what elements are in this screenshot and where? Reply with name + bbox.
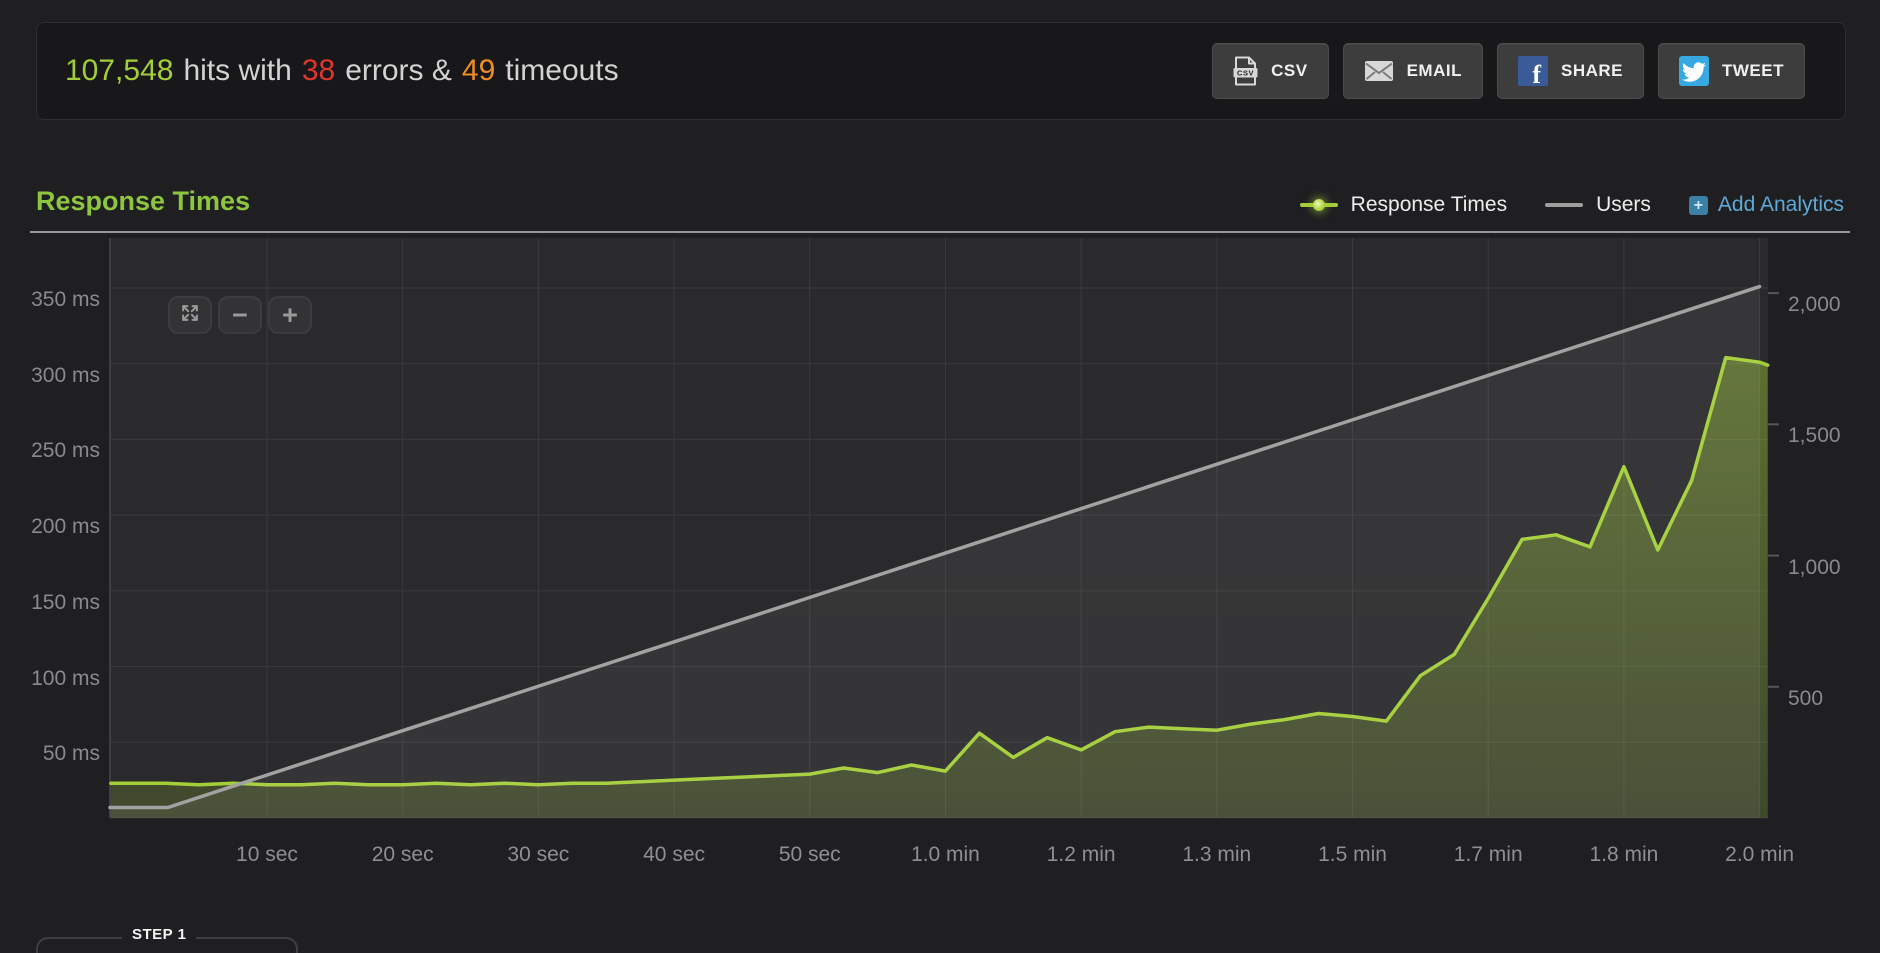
y-axis-left-tick-label: 50 ms — [42, 742, 100, 766]
plus-icon: + — [282, 299, 298, 330]
legend-users-label: Users — [1596, 193, 1651, 216]
x-axis-tick-label: 50 sec — [778, 843, 841, 866]
x-axis-tick-label: 20 sec — [371, 843, 434, 866]
page-title: Response Times — [36, 186, 251, 216]
y-axis-right-tick-label: 1,000 — [1788, 555, 1841, 579]
y-axis-left-tick-label: 150 ms — [31, 590, 100, 614]
y-axis-right-tick-label: 500 — [1788, 686, 1824, 710]
svg-text:f: f — [1532, 60, 1541, 86]
add-analytics-link[interactable]: + Add Analytics — [1688, 193, 1844, 217]
y-axis-right-tick-label: 1,500 — [1788, 424, 1841, 448]
y-axis-left-tick-label: 300 ms — [31, 363, 100, 387]
expand-button[interactable] — [168, 296, 212, 334]
x-axis-tick-label: 1.0 min — [911, 843, 980, 866]
x-axis-tick-label: 10 sec — [236, 843, 298, 866]
zoom-out-button[interactable]: − — [218, 296, 262, 334]
legend-item-response-times[interactable]: Response Times — [1299, 193, 1508, 217]
legend-item-users[interactable]: Users — [1545, 193, 1651, 217]
tweet-button-label: TWEET — [1722, 61, 1784, 80]
stats-panel: 107,548 hits with 38 errors & 49 timeouts CSV… — [36, 22, 1846, 120]
step-1-label: STEP 1 — [122, 926, 197, 943]
response-times-chart[interactable]: − + 50 ms 100 ms 150 ms 200 ms 250 ms 300 ms 3… — [0, 236, 1880, 896]
chart-legend: Response Times Users + Add Analytics — [1299, 188, 1844, 222]
chart-zoom-controls: − + — [168, 296, 312, 334]
x-axis-tick-label: 1.3 min — [1182, 843, 1252, 866]
svg-text:CSV: CSV — [1237, 69, 1254, 78]
share-button-label: SHARE — [1560, 61, 1623, 80]
y-axis-left-tick-label: 100 ms — [31, 666, 100, 690]
hits-label: hits with — [183, 54, 292, 87]
x-axis-tick-label: 2.0 min — [1725, 843, 1795, 866]
users-area — [110, 286, 1760, 819]
y-axis-left-tick-label: 250 ms — [31, 439, 100, 463]
export-toolbar: CSV CSV EMAIL f SHARE — [1212, 43, 1805, 99]
y-axis-left-tick-label: 200 ms — [31, 515, 100, 539]
chart-plot[interactable] — [0, 236, 1880, 896]
csv-file-icon: CSV — [1233, 56, 1258, 86]
zoom-in-button[interactable]: + — [268, 296, 312, 334]
x-axis-tick-label: 1.5 min — [1318, 843, 1387, 866]
stats-summary: 107,548 hits with 38 errors & 49 timeouts — [65, 54, 629, 88]
email-button[interactable]: EMAIL — [1342, 43, 1483, 99]
share-button[interactable]: f SHARE — [1496, 43, 1644, 99]
legend-response-times-label: Response Times — [1350, 193, 1508, 216]
expand-icon — [179, 302, 201, 329]
plus-icon: + — [1688, 195, 1708, 215]
csv-button-label: CSV — [1271, 61, 1308, 80]
users-line — [108, 284, 1762, 810]
tweet-button[interactable]: TWEET — [1658, 43, 1805, 99]
add-analytics-label: Add Analytics — [1717, 193, 1844, 216]
response-times-series-marker-icon — [1299, 199, 1338, 211]
timeouts-count: 49 — [461, 54, 496, 87]
csv-button[interactable]: CSV CSV — [1212, 43, 1329, 99]
x-axis-tick-label: 1.2 min — [1046, 843, 1116, 866]
y-axis-left-tick-label: 350 ms — [31, 287, 100, 311]
header-divider — [30, 231, 1850, 233]
x-axis-tick-label: 30 sec — [507, 843, 570, 866]
y-axis-right-tick-label: 2,000 — [1788, 293, 1841, 317]
facebook-icon: f — [1517, 56, 1548, 86]
email-button-label: EMAIL — [1406, 61, 1462, 80]
timeouts-label: timeouts — [505, 54, 619, 87]
users-series-marker-icon — [1545, 203, 1584, 207]
envelope-icon — [1364, 60, 1394, 82]
errors-label: errors & — [345, 54, 452, 87]
x-axis-tick-label: 40 sec — [643, 843, 705, 866]
x-axis-tick-label: 1.8 min — [1589, 843, 1659, 866]
twitter-icon — [1679, 56, 1709, 86]
errors-count: 38 — [301, 54, 336, 87]
hits-count: 107,548 — [65, 54, 174, 87]
x-axis-tick-label: 1.7 min — [1453, 843, 1523, 866]
minus-icon: − — [232, 299, 248, 330]
